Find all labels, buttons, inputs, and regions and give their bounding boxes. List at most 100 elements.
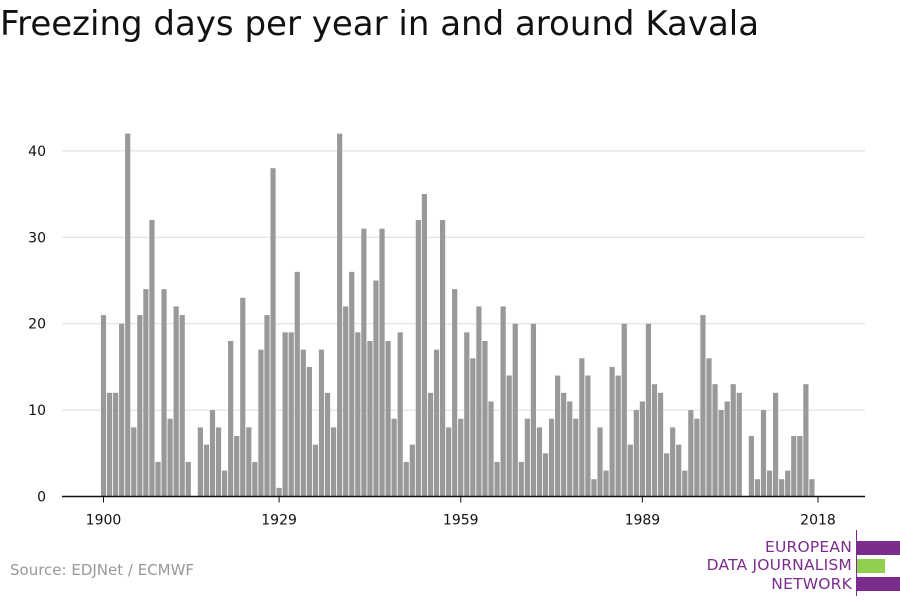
bar-1909	[155, 461, 161, 497]
x-tick-label: 1959	[443, 513, 479, 529]
bar-1927	[264, 315, 270, 497]
bar-1982	[597, 427, 603, 497]
bar-2000	[706, 358, 712, 497]
logo-bar-purple-top	[857, 541, 900, 555]
bar-1999	[700, 315, 706, 497]
bar-2002	[718, 410, 724, 497]
x-axis-ticks: 1900 1929 1959 1989 2018	[86, 496, 836, 529]
source-note: Source: EDJNet / ECMWF	[10, 561, 195, 579]
bar-1907	[143, 289, 149, 497]
y-tick-label: 0	[37, 490, 46, 506]
bar-1966	[500, 306, 506, 497]
bar-1937	[324, 392, 331, 497]
bar-1960	[464, 332, 470, 497]
bar-1987	[627, 444, 633, 497]
x-tick-label: 1900	[86, 513, 122, 529]
bar-1918	[209, 410, 216, 497]
bar-1967	[506, 375, 512, 497]
bar-1904	[125, 133, 131, 497]
bar-1931	[288, 332, 294, 497]
bar-1988	[633, 410, 639, 497]
bar-1914	[185, 461, 191, 497]
bar-1959	[458, 418, 464, 497]
logo-bar-green	[857, 559, 885, 573]
bar-1980	[585, 375, 591, 497]
bar-1913	[179, 315, 185, 497]
y-tick-label: 10	[28, 403, 46, 419]
bar-2005	[736, 392, 742, 497]
bar-1925	[252, 461, 258, 497]
bar-1901	[106, 392, 113, 497]
x-tick-label: 2018	[800, 513, 836, 529]
bar-1976	[561, 392, 567, 497]
bar-1998	[694, 418, 700, 497]
bar-1972	[536, 427, 543, 497]
bar-1958	[452, 289, 458, 497]
bar-1981	[591, 479, 597, 497]
bar-1948	[391, 418, 397, 497]
bar-1903	[119, 323, 125, 497]
bar-1935	[312, 444, 319, 497]
bar-1969	[518, 461, 524, 497]
logo-text-line-1: EUROPEAN	[764, 538, 852, 556]
bar-1940	[343, 306, 349, 497]
bar-1928	[270, 168, 276, 497]
bar-1993	[664, 453, 670, 497]
chart-title: Freezing days per year in and around Kav…	[0, 4, 760, 44]
x-tick-label: 1929	[261, 513, 297, 529]
bar-1984	[609, 366, 615, 497]
bar-2004	[730, 384, 736, 497]
bar-1905	[131, 427, 137, 497]
bar-1946	[379, 228, 385, 497]
bar-2016	[803, 384, 809, 497]
y-tick-label: 30	[28, 230, 46, 246]
bar-1964	[488, 401, 494, 497]
bar-1979	[579, 358, 585, 497]
logo-divider	[856, 530, 857, 596]
bar-2014	[791, 436, 797, 497]
bar-1963	[482, 340, 488, 497]
bar-1922	[234, 436, 240, 497]
bar-1995	[676, 444, 682, 497]
bar-1951	[409, 444, 415, 497]
bar-1952	[415, 220, 421, 497]
bar-1956	[439, 220, 446, 497]
bar-1968	[512, 323, 518, 497]
bar-1944	[367, 340, 373, 497]
bar-1908	[149, 220, 155, 497]
bar-1991	[651, 384, 658, 497]
bar-1926	[258, 349, 264, 497]
logo-bar-purple-bottom	[857, 577, 900, 591]
bar-1933	[300, 349, 306, 497]
bar-1971	[530, 323, 537, 497]
bar-1910	[161, 289, 167, 497]
bar-1934	[306, 366, 312, 497]
bar-2008	[754, 479, 761, 497]
bar-1920	[222, 470, 228, 497]
bar-1924	[246, 427, 252, 497]
bar-1906	[137, 315, 143, 497]
bar-1994	[670, 427, 676, 497]
y-tick-label: 20	[28, 317, 46, 333]
bar-1942	[355, 332, 361, 497]
bar-1955	[433, 349, 440, 497]
bar-1916	[197, 427, 203, 497]
bar-1912	[173, 306, 179, 497]
bar-1986	[621, 323, 627, 497]
edjnet-logo: EUROPEAN DATA JOURNALISM NETWORK	[700, 530, 900, 596]
bar-1902	[113, 392, 119, 497]
bar-1938	[330, 427, 337, 497]
bar-1947	[385, 340, 391, 497]
bar-1961	[470, 358, 476, 497]
y-axis-tick-labels: 0 10 20 30 40	[28, 144, 46, 506]
bar-1992	[657, 392, 664, 497]
bar-1900	[100, 315, 107, 497]
bar-1923	[240, 297, 246, 497]
bar-1957	[446, 427, 452, 497]
bar-2010	[766, 470, 773, 497]
bar-1943	[361, 228, 367, 497]
bar-1911	[167, 418, 173, 497]
bar-1973	[542, 453, 549, 497]
bar-1939	[337, 133, 343, 497]
bar-1965	[494, 461, 500, 497]
